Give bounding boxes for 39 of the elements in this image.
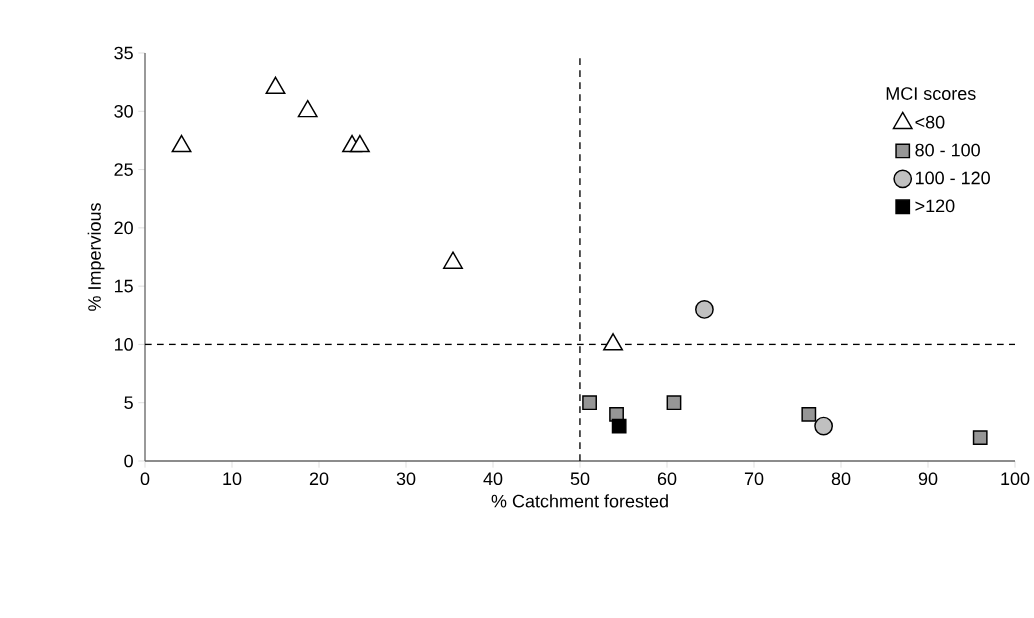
x-tick-label: 70 <box>744 472 764 486</box>
y-tick-label: 30 <box>114 104 133 118</box>
point <box>814 416 834 436</box>
y-tick-label: 15 <box>114 279 133 293</box>
legend-title: MCI scores <box>886 87 976 100</box>
x-tick-label: 20 <box>309 472 329 486</box>
y-tick-label: 25 <box>114 163 133 176</box>
point <box>443 251 463 269</box>
point <box>297 99 318 118</box>
point <box>349 134 370 153</box>
x-tick-label: 100 <box>1001 472 1030 486</box>
y-tick-label: 10 <box>114 338 133 351</box>
x-tick-label: 60 <box>657 472 677 486</box>
legend-label: 100 - 120 <box>915 171 990 185</box>
y-tick-label: 5 <box>124 396 133 409</box>
y-axis-title: % Impervious <box>87 203 105 311</box>
point <box>972 430 988 446</box>
x-tick-label: 80 <box>831 472 851 486</box>
y-tick-label: 0 <box>124 454 133 468</box>
point <box>666 395 682 411</box>
point <box>611 418 627 434</box>
x-tick-label: 30 <box>396 472 416 486</box>
point <box>603 333 624 351</box>
point <box>582 395 597 411</box>
x-tick-label: 90 <box>918 472 938 486</box>
y-tick-label: 35 <box>114 46 133 60</box>
x-tick-label: 0 <box>140 472 150 486</box>
x-tick-label: 50 <box>570 472 590 486</box>
x-tick-label: 40 <box>483 472 503 486</box>
y-tick-label: 20 <box>114 221 133 235</box>
point <box>265 76 286 95</box>
x-axis-title: % Catchment forested <box>491 494 668 508</box>
legend-label: 80 - 100 <box>915 143 980 157</box>
x-tick-label: 10 <box>223 472 242 486</box>
point <box>171 134 192 153</box>
legend-label: >120 <box>915 199 955 213</box>
legend-label: <80 <box>915 115 945 129</box>
point <box>695 300 714 319</box>
point <box>801 406 817 422</box>
